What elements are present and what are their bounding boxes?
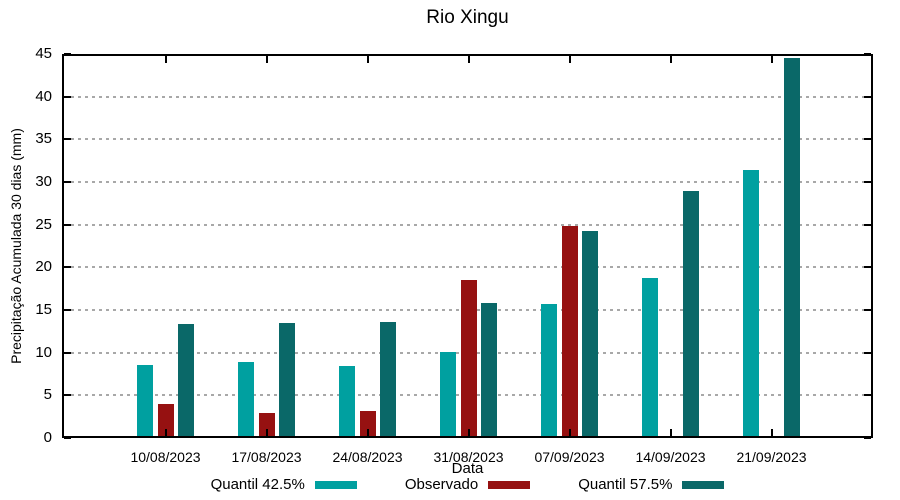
bar bbox=[683, 190, 699, 438]
bar bbox=[178, 323, 194, 438]
bar bbox=[380, 321, 396, 438]
x-tick-label: 17/08/2023 bbox=[231, 449, 302, 465]
y-tick-left bbox=[64, 138, 71, 141]
x-tick-bottom bbox=[265, 429, 268, 436]
x-tick-bottom bbox=[770, 429, 773, 436]
y-tick-right bbox=[864, 181, 871, 183]
y-tick-left bbox=[64, 223, 71, 226]
y-tick-right bbox=[864, 53, 871, 55]
legend-swatch bbox=[682, 481, 725, 489]
y-tick-label: 25 bbox=[35, 215, 52, 233]
legend: Quantil 42.5% Observado Quantil 57.5% bbox=[62, 477, 873, 493]
gridline bbox=[64, 266, 871, 269]
y-tick-label: 35 bbox=[35, 130, 52, 148]
bar bbox=[460, 280, 477, 438]
bar bbox=[784, 58, 800, 438]
y-tick-right bbox=[864, 138, 871, 141]
y-tick-label: 30 bbox=[35, 173, 52, 190]
bar bbox=[561, 226, 578, 438]
x-tick-top bbox=[164, 56, 167, 63]
y-tick-label: 20 bbox=[35, 258, 52, 276]
x-tick-bottom bbox=[366, 429, 369, 436]
x-axis-label: Data bbox=[451, 460, 484, 477]
y-tick-label: 40 bbox=[35, 87, 52, 105]
bar bbox=[279, 322, 295, 438]
bar bbox=[541, 304, 557, 438]
x-tick-label: 14/09/2023 bbox=[635, 449, 706, 465]
y-tick-left bbox=[64, 266, 71, 269]
x-tick-top bbox=[568, 56, 571, 63]
bar bbox=[339, 366, 355, 438]
x-tick-top bbox=[669, 56, 672, 63]
x-tick-top bbox=[265, 56, 268, 63]
y-tick-right bbox=[864, 95, 871, 98]
x-tick-label: 21/09/2023 bbox=[736, 449, 807, 465]
gridline bbox=[64, 138, 871, 141]
y-tick-right bbox=[864, 351, 871, 354]
y-tick-left bbox=[64, 394, 71, 397]
bar bbox=[137, 364, 153, 438]
y-tick-right bbox=[864, 309, 871, 311]
y-tick-left bbox=[64, 181, 71, 183]
bar bbox=[743, 170, 759, 438]
x-tick-bottom bbox=[467, 429, 470, 436]
bar bbox=[440, 351, 456, 438]
x-tick-label: 24/08/2023 bbox=[332, 449, 403, 465]
legend-swatch bbox=[314, 481, 357, 489]
legend-swatch bbox=[488, 481, 531, 489]
y-tick-left bbox=[64, 53, 71, 55]
y-tick-label: 15 bbox=[35, 301, 52, 318]
y-tick-left bbox=[64, 437, 71, 439]
y-axis-label: Precipitação Acumulada 30 dias (mm) bbox=[8, 128, 24, 364]
legend-label: Quantil 42.5% bbox=[210, 476, 305, 493]
y-tick-right bbox=[864, 223, 871, 226]
bar bbox=[642, 278, 658, 438]
legend-entry: Observado bbox=[404, 476, 531, 493]
gridline bbox=[64, 95, 871, 98]
x-tick-bottom bbox=[568, 429, 571, 436]
bar bbox=[157, 403, 174, 438]
x-tick-top bbox=[770, 56, 773, 63]
y-tick-right bbox=[864, 437, 871, 439]
chart-title: Rio Xingu bbox=[426, 7, 509, 28]
y-tick-right bbox=[864, 394, 871, 397]
x-tick-label: 10/08/2023 bbox=[130, 449, 201, 465]
legend-entry: Quantil 42.5% bbox=[211, 477, 357, 493]
plot-area-frame bbox=[62, 54, 873, 438]
bar bbox=[481, 303, 497, 438]
bar bbox=[238, 362, 254, 438]
y-tick-right bbox=[864, 266, 871, 269]
gridline bbox=[64, 181, 871, 183]
y-tick-label: 5 bbox=[43, 386, 52, 404]
y-tick-label: 45 bbox=[35, 45, 52, 62]
bar bbox=[359, 410, 376, 438]
legend-entry: Quantil 57.5% bbox=[578, 476, 725, 493]
bar bbox=[258, 413, 275, 438]
x-tick-top bbox=[467, 56, 470, 63]
gridline bbox=[64, 223, 871, 226]
legend-label: Quantil 57.5% bbox=[578, 476, 673, 493]
x-tick-top bbox=[366, 56, 369, 63]
x-tick-bottom bbox=[164, 429, 167, 436]
y-tick-label: 0 bbox=[43, 429, 52, 446]
y-tick-left bbox=[64, 351, 71, 354]
x-tick-bottom bbox=[669, 429, 672, 436]
y-tick-left bbox=[64, 309, 71, 311]
bar bbox=[582, 231, 598, 438]
x-tick-label: 07/09/2023 bbox=[534, 449, 605, 465]
y-tick-left bbox=[64, 95, 71, 98]
x-tick-label: 31/08/2023 bbox=[433, 449, 504, 465]
y-tick-label: 10 bbox=[35, 343, 52, 361]
legend-label: Observado bbox=[404, 476, 479, 493]
